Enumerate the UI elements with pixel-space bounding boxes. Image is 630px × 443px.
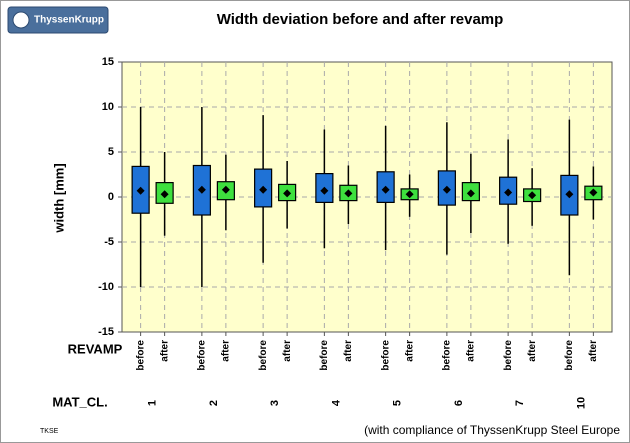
median-marker — [320, 186, 329, 195]
median-marker — [381, 185, 390, 194]
y-tick-label: 0 — [108, 191, 114, 203]
y-axis-label: width [mm] — [51, 163, 66, 233]
logo-icon — [12, 11, 30, 29]
series-label: before — [135, 340, 146, 371]
series-label: before — [258, 340, 269, 371]
series-label: after — [404, 340, 415, 362]
series-label: before — [503, 340, 514, 371]
median-marker — [466, 189, 475, 198]
series-label: after — [466, 340, 477, 362]
category-label: 3 — [269, 400, 281, 406]
category-label: 6 — [453, 400, 465, 406]
series-label: after — [527, 340, 538, 362]
y-tick-label: 5 — [108, 146, 114, 158]
series-label: before — [197, 340, 208, 371]
y-tick-label: -5 — [104, 236, 114, 248]
series-label: after — [282, 340, 293, 362]
footer-right: (with compliance of ThyssenKrupp Steel E… — [364, 423, 620, 437]
logo-text: ThyssenKrupp — [34, 15, 104, 26]
category-label: 10 — [575, 397, 587, 409]
category-label: 1 — [147, 400, 159, 406]
median-marker — [197, 185, 206, 194]
median-marker — [221, 185, 230, 194]
row-label: MAT_CL. — [52, 394, 107, 409]
median-marker — [442, 185, 451, 194]
category-label: 7 — [514, 400, 526, 406]
series-label: after — [221, 340, 232, 362]
series-label: before — [564, 340, 575, 371]
category-label: 5 — [392, 400, 404, 406]
median-marker — [589, 188, 598, 197]
category-label: 4 — [330, 399, 342, 406]
logo-box — [7, 6, 109, 34]
row-label: REVAMP — [68, 341, 123, 356]
category-label: 2 — [208, 400, 220, 406]
footer-left: TKSE — [40, 428, 59, 435]
median-marker — [160, 190, 169, 199]
median-marker — [259, 185, 268, 194]
median-marker — [405, 190, 414, 199]
median-marker — [136, 186, 145, 195]
median-marker — [528, 191, 537, 200]
y-tick-label: -10 — [98, 281, 114, 293]
median-marker — [344, 189, 353, 198]
series-label: before — [380, 340, 391, 371]
chart-title: Width deviation before and after revamp — [217, 11, 504, 28]
series-label: after — [159, 340, 170, 362]
series-label: before — [319, 340, 330, 371]
median-marker — [565, 190, 574, 199]
y-tick-label: 15 — [102, 56, 114, 68]
series-label: after — [588, 340, 599, 362]
series-label: before — [442, 340, 453, 371]
median-marker — [283, 189, 292, 198]
y-tick-label: 10 — [102, 101, 114, 113]
y-tick-label: -15 — [98, 326, 114, 338]
median-marker — [504, 188, 513, 197]
series-label: after — [343, 340, 354, 362]
